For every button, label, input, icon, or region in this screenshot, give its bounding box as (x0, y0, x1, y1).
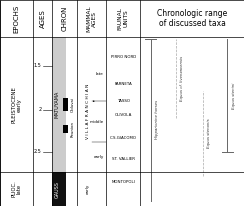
Text: early: early (86, 184, 90, 194)
Text: GAUSS: GAUSS (54, 181, 59, 198)
Text: CHRON: CHRON (62, 6, 68, 31)
Text: MATUYAMA: MATUYAMA (54, 91, 59, 118)
Text: PIRRO NORD: PIRRO NORD (111, 55, 136, 59)
Text: Equus stenini: Equus stenini (232, 82, 235, 109)
Bar (63, 98, 68, 111)
Text: 2: 2 (38, 107, 41, 112)
Text: Hipparionine horses: Hipparionine horses (155, 100, 159, 139)
Text: PLIOC.
late: PLIOC. late (11, 181, 22, 198)
Text: 2.5: 2.5 (34, 149, 41, 154)
Text: ST. VALLIER: ST. VALLIER (112, 157, 135, 161)
Text: 1.5: 1.5 (34, 63, 41, 68)
Text: late: late (96, 72, 104, 76)
Text: MONTOPOLI: MONTOPOLI (111, 180, 135, 184)
Bar (52, 172, 66, 206)
Text: Chronologic range
of discussed taxa: Chronologic range of discussed taxa (157, 9, 227, 28)
Text: Olduvai: Olduvai (71, 97, 75, 112)
Text: TASSO: TASSO (117, 99, 130, 103)
Text: V I L L A F R A N C H I A N: V I L L A F R A N C H I A N (86, 84, 90, 139)
Text: EPOCHS: EPOCHS (13, 4, 20, 33)
Text: Equus cf. livenzavensis: Equus cf. livenzavensis (180, 56, 184, 101)
Text: Reunion: Reunion (71, 121, 75, 137)
Text: C.S.GIACOMO: C.S.GIACOMO (110, 136, 137, 140)
Text: FAUNAL
UNITS: FAUNAL UNITS (118, 7, 129, 30)
Bar (52, 37, 66, 172)
Text: PLEISTOCENE
early: PLEISTOCENE early (11, 86, 22, 123)
Text: middle: middle (90, 119, 104, 124)
Text: FARNETA: FARNETA (114, 82, 132, 86)
Text: AGES: AGES (40, 9, 46, 28)
Bar (63, 125, 68, 133)
Text: early: early (93, 155, 104, 159)
Text: Equus stenonis: Equus stenonis (207, 118, 211, 148)
Text: •: • (91, 99, 94, 104)
Text: OLIVOLA: OLIVOLA (114, 113, 132, 117)
Text: MAMMAL
AGES: MAMMAL AGES (86, 5, 97, 32)
